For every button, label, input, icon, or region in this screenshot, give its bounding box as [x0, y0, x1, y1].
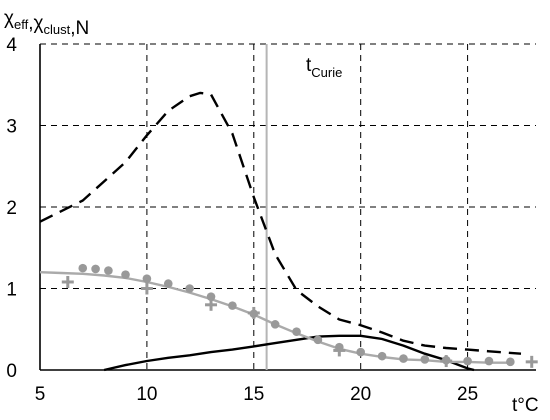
grid: [40, 43, 536, 370]
y-axis-title-subscript: eff: [14, 17, 29, 32]
y-tick-label: 1: [6, 280, 17, 301]
data-point-circle: [292, 327, 301, 336]
y-tick-label: 4: [6, 35, 17, 56]
data-point-cross: [247, 306, 260, 319]
curie-annotation-subscript: Curie: [311, 65, 342, 80]
data-point-circle: [484, 356, 494, 366]
y-axis-title: χeff,χclust,N: [4, 8, 89, 39]
data-point-circle: [270, 320, 280, 329]
data-point-circle: [121, 270, 130, 279]
data-point-circle: [377, 351, 387, 361]
data-point-circle: [91, 264, 100, 274]
axes: [39, 44, 536, 371]
curie-annotation: tCurie: [306, 55, 342, 80]
x-tick-label: 15: [243, 384, 264, 405]
y-axis-title-subscript: clust: [43, 22, 70, 37]
x-tick-label: 20: [350, 384, 371, 405]
data-point-circle: [185, 284, 194, 293]
x-tick-label: 5: [35, 384, 46, 405]
x-tick-label: 10: [136, 384, 157, 405]
y-tick-label: 0: [6, 361, 17, 382]
data-point-circle: [228, 301, 237, 310]
data-point-circle: [463, 356, 472, 366]
data-point-circle: [163, 279, 173, 288]
y-axis-title-part: χ: [4, 8, 14, 29]
data-point-circle: [142, 274, 152, 284]
data-point-circle: [399, 354, 408, 363]
data-point-circle: [356, 347, 365, 357]
series-group: [39, 91, 538, 372]
curie-annotation-main: t: [306, 55, 312, 76]
x-axis-title: t°C: [512, 395, 539, 416]
y-tick-label: 2: [6, 198, 17, 219]
data-point-cross: [440, 355, 453, 368]
data-point-circle: [78, 263, 88, 273]
data-point-circle: [313, 335, 323, 345]
data-point-cross: [525, 355, 538, 368]
series-line-2: [39, 271, 511, 364]
series-line-1: [103, 334, 475, 372]
data-point-cross: [61, 275, 74, 288]
y-axis-title-part: ,χ: [28, 13, 43, 34]
data-point-cross: [333, 344, 346, 357]
data-point-circle: [206, 292, 216, 301]
data-point-circle: [420, 355, 430, 364]
data-point-circle: [104, 266, 113, 275]
data-point-cross: [140, 282, 153, 295]
data-point-circle: [506, 357, 515, 367]
y-axis-title-part: ,N: [70, 18, 89, 39]
y-tick-label: 3: [6, 117, 17, 138]
x-tick-label: 25: [457, 384, 478, 405]
data-point-cross: [205, 298, 218, 311]
series-line-0: [39, 91, 522, 355]
